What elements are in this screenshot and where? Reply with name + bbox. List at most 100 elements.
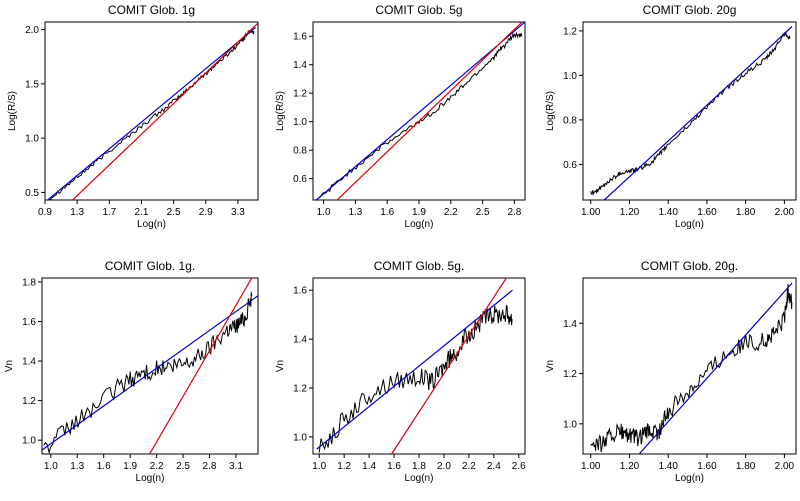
y-tick-label: 1.0 (25, 134, 39, 145)
y-tick-label: 1.2 (22, 396, 36, 407)
series-group (46, 22, 258, 200)
y-tick-label: 1.4 (293, 60, 307, 71)
data-series-line-1 (317, 31, 523, 199)
y-tick-label: 1.2 (293, 89, 307, 100)
y-axis-label: Log(R/S) (7, 91, 18, 131)
x-tick-label: 2.5 (176, 461, 190, 472)
series-group (590, 282, 793, 454)
chart-title: COMIT Glob. 1g (108, 3, 195, 17)
y-tick-label: 1.0 (293, 432, 307, 443)
y-tick-label: 1.6 (22, 317, 36, 328)
blue-fit-line-2 (316, 289, 513, 450)
data-series-line-1 (590, 283, 793, 453)
x-tick-label: 1.00 (581, 461, 601, 472)
x-tick-label: 1.60 (697, 461, 717, 472)
x-tick-label: 2.9 (199, 207, 213, 218)
panel-3: COMIT Glob. 20g 1.00 1.20 1.40 1.60 1.80 2.00 0… (545, 3, 797, 230)
y-tick-label: 0.6 (293, 174, 307, 185)
x-tick-label: 1.9 (123, 461, 137, 472)
x-tick-label: 1.0 (312, 461, 326, 472)
x-axis-label: Log(n) (136, 473, 165, 484)
x-tick-label: 1.3 (70, 207, 84, 218)
x-tick-label: 1.4 (362, 461, 376, 472)
x-tick-label: 2.0 (437, 461, 451, 472)
y-axis-label: Vn (4, 360, 15, 372)
x-tick-label: 2.6 (512, 461, 526, 472)
data-series-line-1 (48, 28, 255, 200)
y-tick-label: 1.2 (563, 26, 577, 37)
y-tick-label: 0.8 (293, 146, 307, 157)
x-tick-label: 2.2 (462, 461, 476, 472)
red-fit-line-3 (149, 278, 253, 454)
blue-fit-line-2 (315, 22, 525, 200)
y-axis-label: Log(R/S) (275, 91, 286, 131)
x-tick-label: 1.60 (697, 207, 717, 218)
x-tick-label: 0.9 (38, 207, 52, 218)
blue-fit-line-2 (638, 282, 793, 454)
x-tick-label: 1.0 (44, 461, 58, 472)
y-tick-label: 1.0 (293, 117, 307, 128)
y-tick-label: 1.6 (293, 286, 307, 297)
y-tick-label: 1.8 (22, 277, 36, 288)
x-tick-label: 2.00 (775, 461, 795, 472)
x-tick-label: 1.40 (658, 461, 678, 472)
panel-1: COMIT Glob. 1g 0.9 1.3 1.7 2.1 2.5 2.9 3.3 0.5 1.… (7, 3, 259, 230)
blue-fit-line-2 (42, 295, 258, 451)
x-tick-label: 1.6 (387, 461, 401, 472)
chart-title: COMIT Glob. 1g. (105, 259, 195, 273)
y-tick-label: 1.6 (293, 32, 307, 43)
plot-frame (44, 21, 259, 201)
x-axis-label: Log(n) (405, 219, 434, 230)
x-axis-label: Log(n) (137, 219, 166, 230)
x-tick-label: 1.6 (97, 461, 111, 472)
x-tick-label: 2.00 (775, 207, 795, 218)
red-fit-line-3 (71, 22, 258, 200)
chart-title: COMIT Glob. 20g (643, 3, 737, 17)
y-tick-label: 1.2 (563, 369, 577, 380)
x-tick-label: 2.8 (203, 461, 217, 472)
panel-6: COMIT Glob. 20g. 1.00 1.20 1.40 1.60 1.80 2.00… (545, 259, 797, 484)
blue-fit-line-2 (603, 26, 793, 200)
x-tick-label: 2.2 (444, 207, 458, 218)
y-axis-label: Vn (275, 360, 286, 372)
x-tick-label: 1.7 (102, 207, 116, 218)
red-fit-line-3 (391, 278, 507, 454)
data-series-line-1 (318, 304, 513, 453)
y-tick-label: 1.0 (563, 71, 577, 82)
x-tick-label: 1.40 (658, 207, 678, 218)
x-tick-label: 2.5 (167, 207, 181, 218)
x-axis-label: Log(n) (675, 219, 704, 230)
y-tick-label: 1.0 (22, 436, 36, 447)
x-tick-label: 2.8 (507, 207, 521, 218)
chart-title: COMIT Glob. 20g. (641, 259, 738, 273)
plot-frame (582, 277, 797, 455)
x-tick-label: 1.0 (317, 207, 331, 218)
plot-frame (582, 21, 797, 201)
x-tick-label: 1.2 (337, 461, 351, 472)
panel-4: COMIT Glob. 1g. 1.0 1.3 1.6 1.9 2.2 2.5 2.8 3.1 1… (4, 259, 259, 484)
x-tick-label: 2.5 (476, 207, 490, 218)
y-tick-label: 1.5 (25, 79, 39, 90)
y-tick-label: 1.4 (293, 335, 307, 346)
x-tick-label: 1.3 (348, 207, 362, 218)
y-tick-label: 1.4 (22, 357, 36, 368)
x-tick-label: 1.6 (380, 207, 394, 218)
panel-5: COMIT Glob. 5g. 1.0 1.2 1.4 1.6 1.8 2.0 2.2 2.4 2… (275, 259, 526, 484)
x-tick-label: 1.20 (620, 207, 640, 218)
y-tick-label: 1.0 (563, 419, 577, 430)
blue-fit-line-2 (46, 26, 256, 200)
y-tick-label: 0.8 (563, 115, 577, 126)
chart-title: COMIT Glob. 5g (375, 3, 462, 17)
x-tick-label: 1.20 (620, 461, 640, 472)
x-tick-label: 2.2 (150, 461, 164, 472)
y-tick-label: 0.6 (563, 160, 577, 171)
x-tick-label: 3.1 (229, 461, 243, 472)
series-group (315, 22, 525, 200)
x-axis-label: Log(n) (405, 473, 434, 484)
data-series-line-1 (590, 31, 791, 196)
series-group (316, 278, 513, 454)
data-series-line-1 (43, 292, 253, 454)
red-fit-line-3 (336, 22, 523, 200)
y-tick-label: 2.0 (25, 25, 39, 36)
